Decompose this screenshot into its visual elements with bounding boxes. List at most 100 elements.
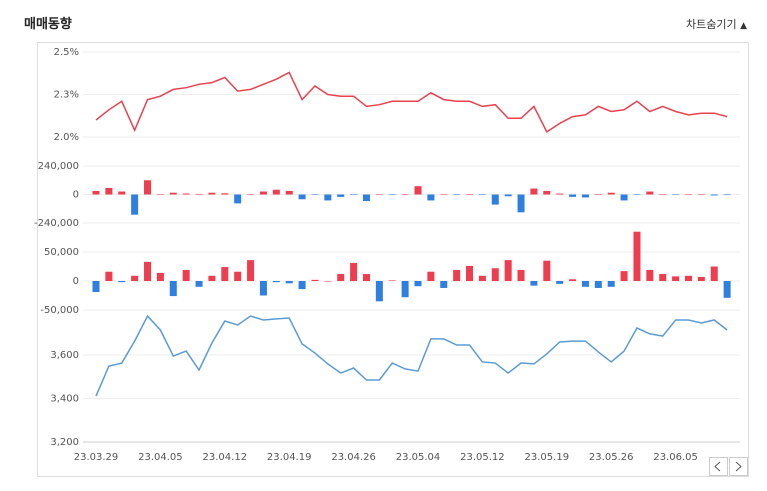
y-tick-label: 50,000 [44,247,79,258]
bar [684,275,692,281]
y-tick-label: 0 [73,276,79,287]
bar [234,194,242,204]
bar [195,281,203,287]
bar [569,194,577,197]
bar [620,194,628,201]
bar [182,193,190,195]
bar [440,194,448,195]
bar [272,281,280,283]
bar [440,281,448,288]
bar [105,271,113,281]
bar [659,194,667,195]
bar [131,275,139,281]
bar [466,194,474,195]
hide-chart-label: 차트숨기기 [685,18,737,31]
bar [478,275,486,281]
prev-button[interactable] [709,457,728,476]
bar [285,281,293,284]
bar [337,194,345,197]
bar [324,281,332,282]
y-tick-label: 3,200 [50,437,79,448]
bar [504,260,512,281]
bar [453,194,461,195]
data-line [95,314,728,397]
chart-frame [37,42,749,477]
bar [247,194,255,195]
bar [543,260,551,281]
bar [581,194,589,198]
bar [414,186,422,195]
bar [375,194,383,195]
bar [105,187,113,195]
bar [581,281,589,287]
bar [710,194,718,196]
x-tick-label: 23.06.05 [653,452,698,463]
bar [491,268,499,281]
bar [646,269,654,281]
bar [466,265,474,281]
bar [620,271,628,281]
bar [156,272,164,281]
y-tick-label: 2.5% [54,47,79,58]
bar [350,194,358,195]
bar [234,271,242,281]
bar [633,194,641,195]
bar [710,266,718,281]
bar [491,194,499,205]
bar [337,274,345,281]
bar [285,190,293,195]
hide-chart-button[interactable]: 차트숨기기 ▲ [686,16,747,32]
bar [388,194,396,195]
bar [247,260,255,281]
bar [375,281,383,302]
bar [182,269,190,281]
bar [324,194,332,201]
bar [659,274,667,281]
bar [556,193,564,195]
y-tick-label: 2.3% [54,90,79,101]
bar [311,194,319,195]
y-tick-label: 0 [73,190,79,201]
x-tick-label: 23.05.12 [460,452,505,463]
data-line [95,71,728,133]
bar [607,192,615,195]
bar [195,193,203,195]
bar [517,269,525,281]
section-title: 매매동향 [24,17,72,32]
x-tick-label: 23.05.19 [525,452,570,463]
y-tick-label: 2.0% [54,132,79,143]
bar [672,276,680,281]
bar [594,194,602,195]
bar [427,271,435,281]
bar [118,191,126,195]
bar [362,194,370,202]
bar [208,275,216,281]
bar [169,192,177,195]
bar [646,191,654,195]
next-button[interactable] [729,457,748,476]
bar [259,191,267,195]
x-tick-label: 23.05.26 [589,452,634,463]
bar [259,281,267,296]
bar [362,274,370,281]
bar [401,281,409,298]
bar [221,267,229,281]
bar [672,194,680,195]
y-tick-label: 3,400 [50,394,79,405]
bar [530,281,538,286]
bar [569,279,577,281]
bar [144,180,152,195]
bar [478,194,486,195]
x-tick-label: 23.03.29 [74,452,119,463]
x-tick-label: 23.05.04 [396,452,441,463]
bar [697,194,705,195]
bar [208,192,216,195]
bar [530,188,538,195]
bar [427,194,435,201]
bar [504,194,512,197]
bar [131,194,139,215]
bar [350,263,358,281]
x-tick-label: 23.04.05 [138,452,183,463]
x-tick-label: 23.04.19 [267,452,312,463]
